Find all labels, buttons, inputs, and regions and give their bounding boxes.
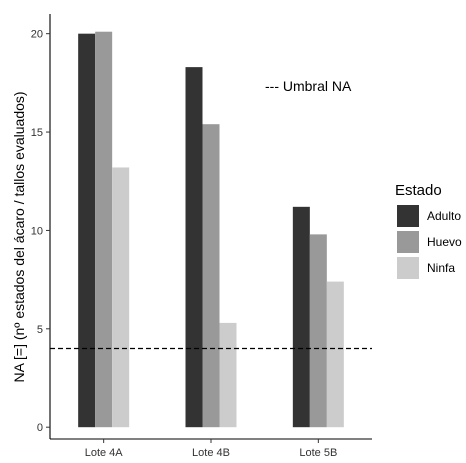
bar-adulto-3 — [292, 206, 310, 428]
legend-label-adulto: Adulto — [427, 209, 461, 223]
legend: Estado Adulto Huevo Ninfa — [395, 182, 462, 279]
legend-title: Estado — [395, 182, 442, 199]
legend-label-huevo: Huevo — [427, 235, 462, 249]
y-ticks: 0 5 10 15 20 — [31, 29, 50, 434]
x-ticks: Lote 4A Lote 4B Lote 5B — [85, 439, 337, 459]
y-tick-label: 20 — [31, 29, 43, 41]
y-axis-title: NA [=] (nº estados del ácaro / tallos ev… — [11, 91, 27, 382]
bar-huevo-3 — [309, 234, 327, 428]
y-tick-label: 15 — [31, 127, 43, 139]
x-tick-label: Lote 4B — [192, 447, 230, 459]
x-tick-label: Lote 4A — [85, 447, 124, 459]
y-tick-label: 10 — [31, 225, 43, 237]
x-tick-label: Lote 5B — [299, 447, 337, 459]
bar-huevo-1 — [95, 31, 113, 428]
bars-layer — [78, 31, 344, 428]
threshold-label: --- Umbral NA — [265, 78, 352, 94]
bar-ninfa-2 — [219, 322, 237, 428]
bar-adulto-2 — [185, 67, 203, 428]
legend-swatch-ninfa — [397, 257, 419, 279]
bar-huevo-2 — [202, 124, 220, 428]
bar-adulto-1 — [78, 33, 96, 428]
y-tick-label: 0 — [37, 422, 43, 434]
legend-swatch-huevo — [397, 231, 419, 253]
bar-ninfa-3 — [326, 281, 344, 428]
y-tick-label: 5 — [37, 324, 43, 336]
bar-ninfa-1 — [112, 167, 130, 428]
legend-swatch-adulto — [397, 205, 419, 227]
legend-label-ninfa: Ninfa — [427, 261, 455, 275]
